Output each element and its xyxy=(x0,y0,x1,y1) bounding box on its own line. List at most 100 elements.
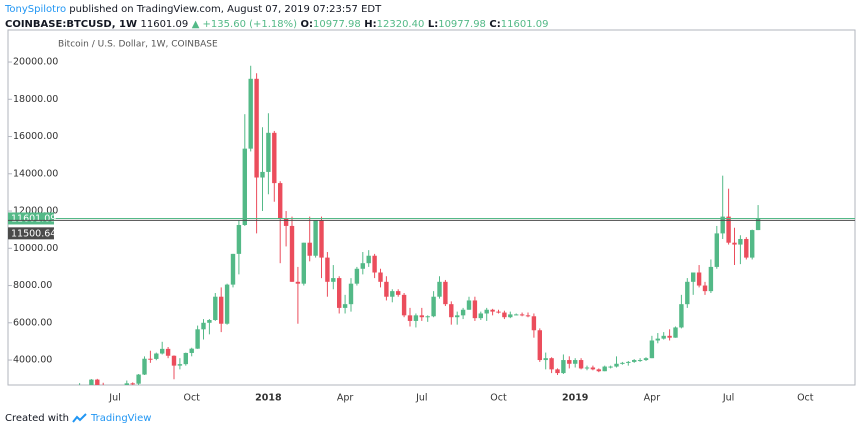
candle-body xyxy=(354,268,360,284)
x-tick-label: Oct xyxy=(797,393,814,404)
author[interactable]: TonySpilotro xyxy=(5,4,67,15)
plot-frame xyxy=(7,29,856,386)
candle-body xyxy=(283,218,289,226)
candle-body xyxy=(136,374,141,384)
candle-body xyxy=(207,319,212,323)
candle-body xyxy=(425,316,430,318)
candle-body xyxy=(726,216,731,243)
candle-body xyxy=(744,238,749,258)
candle-body xyxy=(714,233,719,267)
candle-body xyxy=(236,225,242,254)
price-label: 11500.64 xyxy=(11,228,56,239)
candle-body xyxy=(590,367,596,370)
quote-line: COINBASE:BTCUSD, 1W 11601.09 ▲ +135.60 (… xyxy=(5,17,548,32)
published: published on TradingView.com, August 07,… xyxy=(69,4,382,15)
x-tick-label: Oct xyxy=(183,393,200,404)
x-tick-label: 2019 xyxy=(562,393,588,404)
candle-body xyxy=(508,314,513,318)
candle-body xyxy=(307,242,312,256)
candle-body xyxy=(537,330,542,361)
ohlc-label: O: xyxy=(300,19,314,30)
candle-body xyxy=(643,358,649,361)
candle-body xyxy=(230,253,236,285)
candle-body xyxy=(661,335,666,339)
y-tick-label: 12000.00 xyxy=(13,206,58,217)
candle-body xyxy=(72,396,76,403)
candle-body xyxy=(272,132,277,184)
candle-body xyxy=(254,78,259,178)
candle-body xyxy=(278,183,283,219)
candle-body xyxy=(348,283,354,305)
candle-body xyxy=(248,78,253,149)
candle-body xyxy=(732,242,737,245)
candle-body xyxy=(130,383,135,385)
candle-body xyxy=(655,338,660,341)
y-tick-label: 6000.00 xyxy=(13,317,52,328)
candle-body xyxy=(649,340,655,359)
candle-body xyxy=(154,353,159,359)
change: ▲ +135.60 (+1.18%) xyxy=(191,19,298,30)
candle-body xyxy=(708,266,714,292)
x-tick-label: Jul xyxy=(722,393,734,404)
header: TonySpilotro published on TradingView.co… xyxy=(5,2,548,32)
candle-body xyxy=(390,291,395,297)
candle-body xyxy=(325,257,330,282)
x-tick-label: Apr xyxy=(337,393,354,404)
candle-body xyxy=(449,304,454,318)
candle-body xyxy=(637,360,643,362)
candle-body xyxy=(573,360,578,364)
candle-body xyxy=(543,358,548,361)
candle-body xyxy=(620,362,625,364)
ohlc-value: 10977.98 xyxy=(438,19,486,30)
ohlc: O:10977.98 H:12320.40 L:10977.98 C:11601… xyxy=(301,19,549,30)
candle-body xyxy=(213,296,218,320)
candle-body xyxy=(472,300,478,319)
candle-body xyxy=(148,358,153,360)
candle-body xyxy=(260,171,265,178)
y-tick-label: 18000.00 xyxy=(13,94,58,105)
candle-body xyxy=(691,272,696,282)
candle-body xyxy=(702,285,708,292)
footer-text: Created with xyxy=(5,413,69,424)
y-tick-label: 16000.00 xyxy=(13,131,58,142)
chart-title: Bitcoin / U.S. Dollar, 1W, COINBASE xyxy=(58,40,218,50)
candle-body xyxy=(378,272,383,282)
logo xyxy=(72,413,87,423)
candle-body xyxy=(490,309,495,312)
candle-body xyxy=(165,348,171,356)
candle-body xyxy=(431,296,436,317)
candle-body xyxy=(419,315,424,318)
candle-body xyxy=(266,132,271,172)
price-label: 11601.09 xyxy=(11,213,56,224)
candle-body xyxy=(219,296,224,324)
candle-body xyxy=(443,281,448,305)
symbol: COINBASE:BTCUSD, 1W xyxy=(5,19,137,30)
y-tick-label: 8000.00 xyxy=(13,280,52,291)
footer-brand[interactable]: TradingView xyxy=(90,413,152,424)
candle-body xyxy=(360,263,365,269)
candle-body xyxy=(608,366,613,368)
ohlc-label: L: xyxy=(427,19,439,30)
candle-body xyxy=(142,358,147,375)
candle-body xyxy=(77,394,81,397)
y-tick-label: 4000.00 xyxy=(13,355,52,366)
candle-body xyxy=(632,360,637,362)
chart: Bitcoin / U.S. Dollar, 1W, COINBASE 4000… xyxy=(7,29,856,404)
candle-body xyxy=(561,360,566,374)
candle-body xyxy=(201,322,206,330)
candle-body xyxy=(107,388,111,389)
candle-body xyxy=(584,367,590,369)
candle-body xyxy=(342,304,348,308)
candle-body xyxy=(673,327,678,338)
candle-body xyxy=(83,387,87,393)
candle-body xyxy=(519,314,525,316)
footer: Created with TradingView xyxy=(5,413,151,424)
candle-body xyxy=(667,335,672,338)
candle-body xyxy=(679,304,684,328)
candle-body xyxy=(614,363,619,367)
candle-body xyxy=(366,255,371,264)
plot xyxy=(72,65,761,403)
candle-body xyxy=(113,388,117,389)
candle-body xyxy=(478,313,483,319)
